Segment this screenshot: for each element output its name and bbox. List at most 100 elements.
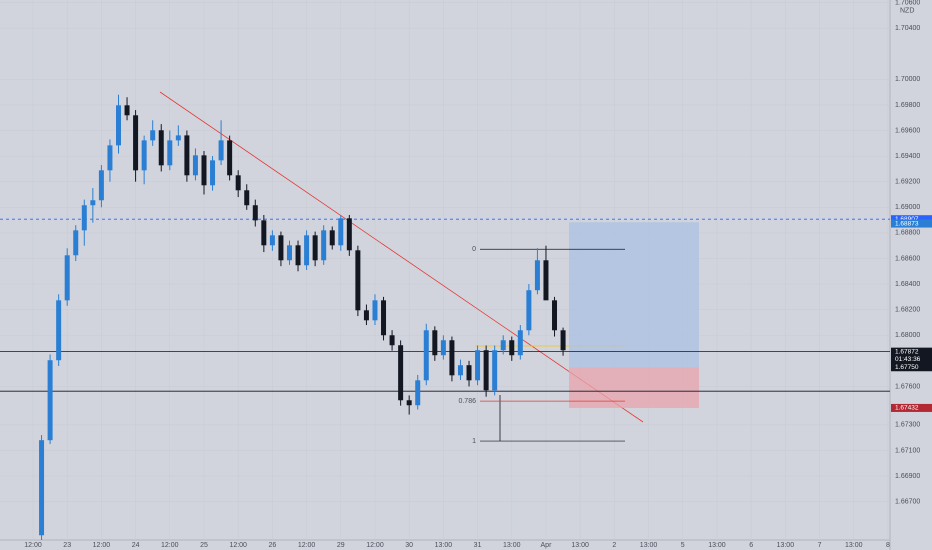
x-tick-label: 13:00 bbox=[503, 542, 521, 549]
y-tick-label: 1.68800 bbox=[895, 230, 920, 237]
candle-body bbox=[261, 220, 267, 246]
y-tick-label: 1.69400 bbox=[895, 153, 920, 160]
y-tick-label: 1.66900 bbox=[895, 473, 920, 480]
candle-body bbox=[552, 300, 558, 331]
candle-body bbox=[423, 330, 429, 381]
candle-body bbox=[98, 170, 104, 201]
y-tick-label: 1.67300 bbox=[895, 422, 920, 429]
y-tick-label: 1.67600 bbox=[895, 383, 920, 390]
y-tick-label: 1.68600 bbox=[895, 255, 920, 262]
candle-body bbox=[184, 135, 190, 176]
candle-body bbox=[124, 105, 130, 116]
x-tick-label: 2 bbox=[612, 542, 616, 549]
drawings: 0 0.786 1 bbox=[0, 91, 890, 445]
x-tick-label: 7 bbox=[818, 542, 822, 549]
x-tick-label: 5 bbox=[681, 542, 685, 549]
x-tick-label: 12:00 bbox=[24, 542, 42, 549]
price-badge-label: 1.68907 bbox=[895, 216, 919, 223]
candle-body bbox=[39, 440, 45, 536]
candle-body bbox=[304, 235, 310, 266]
candle-body bbox=[218, 140, 224, 161]
price-badge-label: 1.67750 bbox=[895, 364, 919, 371]
candle-body bbox=[227, 140, 233, 176]
candle-body bbox=[432, 330, 438, 356]
candle-body bbox=[449, 340, 455, 376]
x-tick-label: 23 bbox=[63, 542, 71, 549]
candle-body bbox=[560, 330, 566, 351]
x-tick-label: 8 bbox=[886, 542, 890, 549]
candle-body bbox=[338, 218, 344, 246]
price-badge bbox=[891, 347, 932, 364]
y-tick-label: 1.69600 bbox=[895, 127, 920, 134]
candle-body bbox=[406, 400, 412, 406]
y-tick-label: 1.68000 bbox=[895, 332, 920, 339]
x-tick-label: 6 bbox=[749, 542, 753, 549]
candle-body bbox=[175, 135, 181, 141]
x-tick-label: 12:00 bbox=[298, 542, 316, 549]
y-tick-label: 1.68400 bbox=[895, 281, 920, 288]
candle-body bbox=[543, 260, 549, 301]
candle-body bbox=[440, 340, 446, 356]
candle-body bbox=[81, 205, 87, 231]
candle-body bbox=[321, 230, 327, 261]
candle-body bbox=[381, 300, 387, 336]
profit-zone bbox=[569, 222, 699, 368]
candle-body bbox=[47, 360, 53, 441]
y-tick-label: 1.70000 bbox=[895, 76, 920, 83]
x-tick-label: 12:00 bbox=[229, 542, 247, 549]
candles bbox=[39, 94, 566, 540]
candle-body bbox=[526, 290, 532, 331]
x-tick-label: 24 bbox=[132, 542, 140, 549]
y-tick-label: 1.70400 bbox=[895, 25, 920, 32]
y-tick-label: 1.70600 bbox=[895, 0, 920, 6]
candle-body bbox=[492, 350, 498, 391]
candle-body bbox=[115, 105, 121, 146]
candle-body bbox=[466, 365, 472, 381]
candle-body bbox=[73, 230, 79, 256]
candle-body bbox=[56, 300, 62, 361]
candle-body bbox=[346, 218, 352, 251]
price-badge bbox=[891, 219, 932, 228]
x-tick-label: 13:00 bbox=[845, 542, 863, 549]
grid bbox=[0, 0, 890, 540]
candle-body bbox=[158, 130, 164, 166]
x-tick-label: 13:00 bbox=[708, 542, 726, 549]
fib-label: 0 bbox=[472, 246, 476, 253]
candle-body bbox=[509, 340, 515, 356]
candle-body bbox=[201, 155, 207, 186]
candle-body bbox=[252, 205, 258, 221]
loss-zone bbox=[569, 367, 699, 408]
candle-body bbox=[475, 350, 481, 381]
axes: 1.70600 1.70400 1.70000 1.69800 1.69600 1.694… bbox=[24, 0, 932, 549]
candle-body bbox=[355, 250, 361, 311]
y-tick-label: 1.69800 bbox=[895, 102, 920, 109]
x-tick-label: 26 bbox=[268, 542, 276, 549]
candle-body bbox=[235, 175, 241, 191]
candle-body bbox=[90, 200, 96, 206]
candle-body bbox=[141, 140, 147, 171]
candle-body bbox=[150, 130, 156, 141]
y-tick-label: 1.69000 bbox=[895, 204, 920, 211]
candle-body bbox=[64, 255, 70, 301]
candle-body bbox=[363, 310, 369, 321]
fib-label: 0.786 bbox=[458, 398, 476, 405]
candle-body bbox=[192, 155, 198, 176]
y-tick-label: 1.68200 bbox=[895, 307, 920, 314]
trend-line bbox=[159, 91, 644, 423]
y-tick-label: 1.69200 bbox=[895, 179, 920, 186]
candle-body bbox=[457, 365, 463, 376]
candle-body bbox=[210, 160, 216, 186]
candle-body bbox=[133, 115, 139, 171]
candle-body bbox=[278, 235, 284, 261]
candle-body bbox=[312, 235, 318, 261]
x-tick-label: 29 bbox=[337, 542, 345, 549]
x-tick-label: 13:00 bbox=[435, 542, 453, 549]
candle-body bbox=[286, 245, 292, 261]
x-tick-label: 12:00 bbox=[366, 542, 384, 549]
countdown: 01:43:36 bbox=[895, 356, 921, 363]
candle-body bbox=[244, 190, 250, 206]
candle-body bbox=[398, 345, 404, 401]
x-tick-label: 12:00 bbox=[161, 542, 179, 549]
candle-body bbox=[295, 245, 301, 266]
